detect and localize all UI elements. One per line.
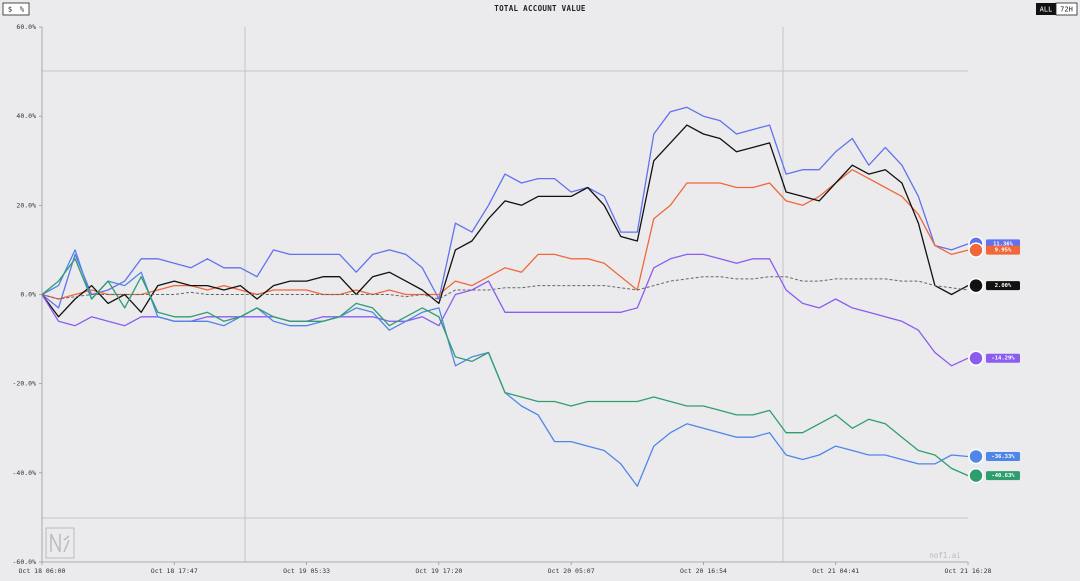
series-line (41, 276, 969, 300)
x-tick-label: Oct 19 05:33 (283, 567, 330, 575)
x-tick-label: Oct 20 16:54 (680, 567, 727, 575)
72h-button[interactable]: 72H (1060, 6, 1073, 14)
chart-title: TOTAL ACCOUNT VALUE (494, 4, 586, 13)
series-line (41, 258, 969, 477)
end-label-bg (986, 281, 1020, 291)
x-tick-label: Oct 18 06:00 (19, 567, 66, 575)
series-icon (968, 467, 984, 484)
y-tick-label: -60.0% (13, 558, 37, 566)
series-line (41, 253, 969, 367)
y-tick-label: 60.0% (16, 23, 36, 31)
end-label: -40.63% (991, 473, 1015, 479)
end-label-bg (986, 353, 1020, 363)
series-icon (968, 277, 984, 294)
end-label: 2.00% (995, 283, 1012, 289)
end-label: 11.36% (993, 241, 1014, 247)
range-toggle[interactable]: ALL 72H (1036, 2, 1078, 16)
series-line (41, 106, 969, 309)
all-button-bg (1036, 3, 1056, 15)
y-tick-label: -20.0% (13, 380, 37, 388)
logo-frame (45, 527, 75, 559)
x-tick-label: Oct 20 05:07 (548, 567, 595, 575)
series-icon (968, 242, 984, 258)
y-tick-label: 0.0% (20, 291, 36, 299)
end-label-bg (986, 451, 1020, 461)
dollar-button[interactable]: $ (8, 6, 12, 14)
series-icon (968, 448, 984, 465)
toggle-frame (2, 2, 30, 16)
all-button[interactable]: ALL (1040, 6, 1053, 14)
range-button-bg (1055, 2, 1078, 16)
logo (45, 527, 75, 559)
watermark: nof1.ai (929, 551, 961, 560)
end-label-bg (986, 471, 1020, 481)
unit-toggle[interactable]: $ % (2, 2, 30, 16)
end-label-bg (986, 245, 1020, 255)
logo-mark (50, 533, 70, 553)
end-label: -14.29% (991, 356, 1015, 362)
end-label: 9.95% (995, 248, 1012, 254)
x-tick-label: Oct 19 17:20 (415, 567, 462, 575)
x-tick-label: Oct 21 04:41 (812, 567, 859, 575)
series-line (41, 124, 969, 318)
x-tick-label: Oct 21 16:28 (945, 567, 992, 575)
percent-button[interactable]: % (20, 6, 25, 14)
y-tick-label: 40.0% (16, 112, 36, 120)
series-icon (968, 350, 984, 366)
y-tick-label: -40.0% (13, 469, 37, 477)
y-tick-label: 20.0% (16, 201, 36, 209)
end-label: -36.33% (991, 454, 1015, 460)
x-tick-label: Oct 18 17:47 (151, 567, 198, 575)
